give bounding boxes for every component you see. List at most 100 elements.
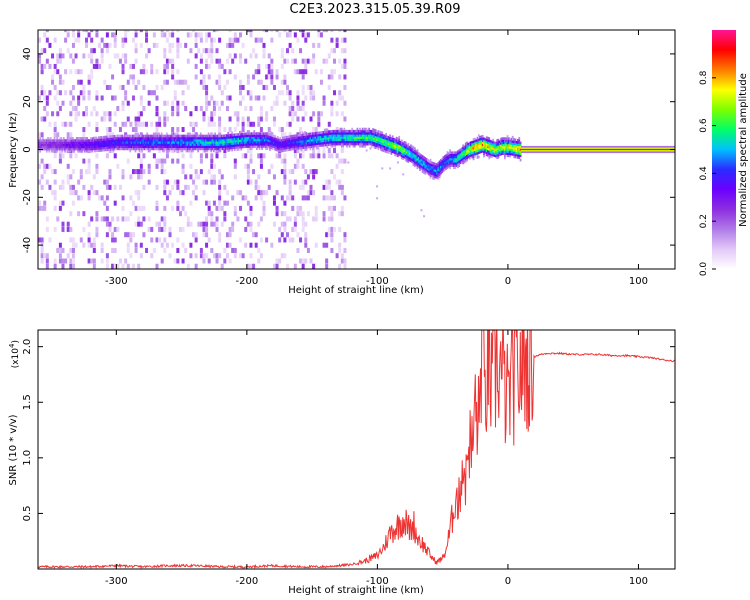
spectrogram-cell xyxy=(280,143,283,146)
spectrogram-cell xyxy=(223,69,227,75)
spectrogram-cell xyxy=(513,146,515,150)
spectrogram-cell xyxy=(347,132,350,135)
spectrogram-cell xyxy=(155,221,159,227)
spectrogram-cell xyxy=(216,136,219,140)
spectrogram-cell xyxy=(327,130,330,133)
spectrogram-cell xyxy=(113,37,117,43)
spectrogram-cell xyxy=(330,138,333,142)
spectrogram-cell xyxy=(253,138,256,142)
spectrogram-cell xyxy=(487,138,489,142)
spectrogram-cell xyxy=(464,157,467,161)
spectrogram-cell xyxy=(446,157,449,161)
spectrogram-cell xyxy=(420,160,423,164)
spectrogram-cell xyxy=(227,134,230,137)
spectrogram-cell xyxy=(105,263,109,269)
spectrogram-cell xyxy=(43,32,47,38)
spectrogram-cell xyxy=(481,143,484,147)
spectrogram-cell xyxy=(498,149,501,152)
spectrogram-cell xyxy=(505,141,508,145)
spectrogram-cell xyxy=(472,153,475,156)
spectrogram-cell xyxy=(121,84,125,90)
spectrogram-cell xyxy=(137,134,140,138)
spectrogram-cell xyxy=(321,133,324,136)
spectrogram-cell xyxy=(488,150,491,153)
spectrogram-cell xyxy=(118,58,122,64)
spectrogram-cell xyxy=(60,147,62,151)
spectrogram-cell xyxy=(109,146,112,149)
spectrogram-cell xyxy=(231,58,235,64)
spectrogram-cell xyxy=(300,144,303,148)
spectrogram-cell xyxy=(88,147,91,151)
spectrogram-cell xyxy=(126,100,130,106)
spectrogram-cell xyxy=(262,48,266,54)
spectrogram-x-tick-label: -300 xyxy=(105,276,128,287)
spectrogram-cell xyxy=(286,140,288,143)
spectrogram-cell xyxy=(155,138,158,142)
spectrogram-cell xyxy=(255,138,258,142)
spectrogram-cell xyxy=(61,184,65,190)
spectrogram-cell xyxy=(194,37,198,43)
spectrogram-cell xyxy=(189,111,193,117)
spectrogram-cell xyxy=(244,106,248,112)
spectrogram-cell xyxy=(186,221,190,227)
spectrogram-cell xyxy=(338,138,341,142)
spectrogram-cell xyxy=(218,106,222,112)
spectrogram-cell xyxy=(44,145,47,149)
spectrogram-cell xyxy=(489,152,492,156)
spectrogram-cell xyxy=(53,169,57,175)
spectrogram-cell xyxy=(180,141,183,144)
spectrogram-cell xyxy=(374,131,377,134)
spectrogram-cell xyxy=(381,138,384,141)
spectrogram-cell xyxy=(252,136,254,140)
spectrogram-cell xyxy=(43,141,46,144)
spectrogram-cell xyxy=(396,152,399,155)
spectrogram-cell xyxy=(87,139,90,142)
spectrogram-cell xyxy=(257,132,260,135)
spectrogram-cell xyxy=(40,84,44,90)
spectrogram-cell xyxy=(377,140,380,144)
spectrogram-cell xyxy=(155,145,158,149)
spectrogram-cell xyxy=(165,179,169,185)
spectrogram-cell xyxy=(197,32,201,38)
spectrogram-cell xyxy=(306,247,310,253)
spectrogram-cell xyxy=(249,121,253,127)
spectrogram-cell xyxy=(463,156,466,160)
spectrogram-cell xyxy=(279,137,282,140)
spectrogram-cell xyxy=(194,145,197,149)
spectrogram-cell xyxy=(142,205,146,211)
spectrogram-cell xyxy=(254,95,258,101)
spectrogram-cell xyxy=(288,148,291,151)
spectrogram-cell xyxy=(265,147,267,150)
spectrogram-cell xyxy=(295,142,297,146)
spectrogram-cell xyxy=(216,149,219,153)
spectrogram-cell xyxy=(215,205,219,211)
spectrogram-x-tick-label: -100 xyxy=(366,276,389,287)
spectrogram-cell xyxy=(304,135,307,138)
spectrogram-cell xyxy=(146,138,149,142)
spectrogram-cell xyxy=(109,150,112,153)
spectrogram-cell xyxy=(353,140,356,144)
spectrogram-cell xyxy=(386,144,389,147)
spectrogram-cell xyxy=(417,163,420,166)
spectrogram-cell xyxy=(121,53,125,59)
spectrogram-cell xyxy=(450,151,453,155)
spectrogram-cell xyxy=(301,106,305,112)
spectrogram-cell xyxy=(249,90,253,96)
spectrogram-cell xyxy=(57,147,60,151)
spectrogram-cell xyxy=(502,137,505,140)
spectrogram-cell xyxy=(158,158,162,164)
spectrogram-cell xyxy=(312,90,316,96)
spectrogram-cell xyxy=(480,141,483,145)
spectrogram-cell xyxy=(224,145,227,148)
spectrogram-cell xyxy=(385,143,388,147)
spectrogram-cell xyxy=(178,211,182,217)
spectrogram-cell xyxy=(403,153,406,157)
spectrogram-cell xyxy=(141,136,143,140)
spectrogram-cell xyxy=(253,143,256,146)
spectrogram-cell xyxy=(61,179,65,185)
spectrogram-cell xyxy=(168,48,172,54)
spectrogram-cell xyxy=(280,138,283,142)
spectrogram-cell xyxy=(197,134,200,138)
spectrogram-cell xyxy=(395,154,398,157)
spectrogram-cell xyxy=(48,141,51,144)
